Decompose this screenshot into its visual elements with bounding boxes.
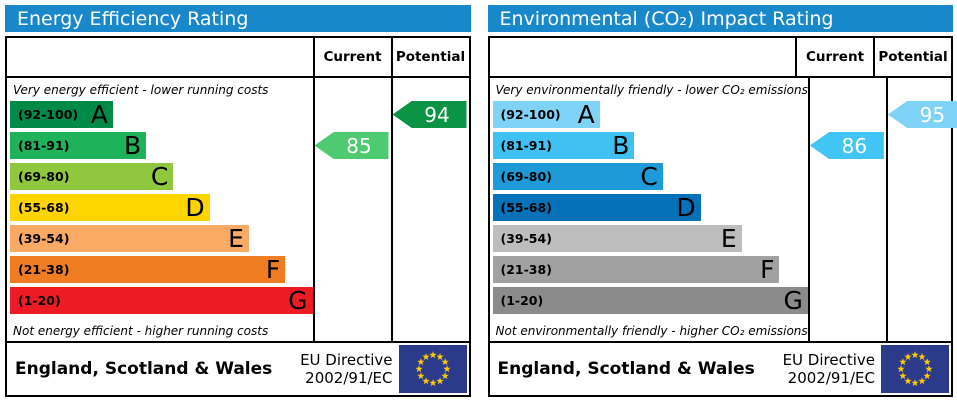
environmental-rating-body: Very environmentally friendly - lower CO… (490, 78, 957, 341)
environmental-panel-footer: England, Scotland & Wales EU Directive 2… (489, 341, 951, 395)
energy-band-letter-g: G (288, 286, 308, 315)
energy-band-bar-f: (21-38) F (10, 255, 286, 284)
environmental-band-letter-g: G (783, 286, 803, 315)
energy-top-caption: Very energy efficient - lower running co… (13, 83, 269, 97)
environmental-band-row-g: (1-20) G (490, 285, 808, 316)
energy-bottom-caption: Not energy efficient - higher running co… (13, 324, 269, 338)
environmental-band-row-a: (92-100) A (490, 99, 808, 130)
environmental-band-letter-f: F (760, 255, 775, 284)
environmental-band-bar-g: (1-20) G (492, 286, 808, 315)
energy-band-range-f: (21-38) (18, 262, 70, 277)
environmental-impact-panel: Environmental (CO₂) Impact Rating Curren… (487, 5, 957, 397)
environmental-band-bar-d: (55-68) D (492, 193, 701, 222)
energy-panel-title: Energy Efficiency Rating (17, 7, 249, 30)
energy-eu-directive-line2: 2002/91/EC (305, 369, 393, 387)
energy-band-range-b: (81-91) (18, 138, 70, 153)
environmental-current-column-divider (807, 78, 886, 341)
energy-rating-body: Very energy efficient - lower running co… (7, 78, 469, 341)
energy-band-bar-g: (1-20) G (10, 287, 313, 314)
energy-band-range-c: (69-80) (18, 169, 70, 184)
energy-columns-header: Current Potential (7, 38, 469, 78)
energy-band-letter-e: E (228, 224, 244, 253)
environmental-band-letter-c: C (640, 162, 658, 191)
energy-columns-spacer (7, 38, 313, 76)
energy-band-row-e: (39-54) E (7, 223, 313, 254)
environmental-columns-header: Current Potential (489, 38, 951, 78)
energy-band-letter-f: F (265, 255, 281, 284)
environmental-band-row-d: (55-68) D (490, 192, 808, 223)
environmental-panel-title: Environmental (CO₂) Impact Rating (499, 7, 834, 30)
environmental-band-row-c: (69-80) C (490, 161, 808, 192)
environmental-band-range-e: (39-54) (500, 231, 552, 246)
environmental-region-label: England, Scotland & Wales (497, 359, 755, 379)
environmental-band-range-d: (55-68) (500, 200, 552, 215)
environmental-band-row-f: (21-38) F (490, 254, 808, 285)
energy-band-letter-a: A (90, 100, 108, 129)
energy-band-range-a: (92-100) (18, 107, 79, 122)
environmental-eu-directive-line2: 2002/91/EC (787, 369, 875, 387)
environmental-eu-directive-label: EU Directive 2002/91/EC (783, 351, 875, 387)
environmental-top-caption: Very environmentally friendly - lower CO… (495, 83, 808, 97)
environmental-current-column-header: Current (795, 38, 873, 76)
environmental-band-bar-f: (21-38) F (492, 255, 780, 284)
environmental-band-row-b: (81-91) B (490, 130, 808, 161)
energy-eu-directive-label: EU Directive 2002/91/EC (300, 351, 392, 387)
environmental-band-range-a: (92-100) (500, 107, 561, 122)
energy-band-bar-a: (92-100) A (10, 101, 113, 128)
energy-band-row-f: (21-38) F (7, 254, 313, 285)
energy-band-row-c: (69-80) C (7, 161, 313, 192)
environmental-band-letter-e: E (720, 224, 737, 253)
environmental-panel-title-bar: Environmental (CO₂) Impact Rating (487, 5, 953, 32)
eu-flag-icon (398, 345, 467, 393)
energy-band-row-g: (1-20) G (7, 285, 313, 316)
environmental-potential-column-header: Potential (873, 38, 951, 76)
energy-band-bar-c: (69-80) C (10, 162, 174, 191)
environmental-band-range-b: (81-91) (500, 138, 552, 153)
energy-band-bar-e: (39-54) E (10, 225, 249, 252)
environmental-potential-column-divider (885, 78, 957, 341)
environmental-band-bar-b: (81-91) B (492, 131, 635, 160)
energy-band-letter-d: D (185, 193, 205, 222)
environmental-band-letter-b: B (612, 131, 630, 160)
environmental-band-letter-d: D (676, 193, 696, 222)
eu-flag-icon (881, 345, 949, 393)
energy-potential-column-header: Potential (390, 38, 469, 76)
energy-band-range-d: (55-68) (18, 200, 70, 215)
environmental-band-bar-c: (69-80) C (492, 162, 663, 191)
environmental-band-row-e: (39-54) E (490, 223, 808, 254)
environmental-band-bar-e: (39-54) E (492, 224, 742, 253)
energy-current-column-divider (312, 78, 391, 341)
environmental-band-letter-a: A (577, 100, 595, 129)
energy-potential-column-divider (390, 78, 469, 341)
energy-band-range-e: (39-54) (18, 231, 70, 246)
environmental-eu-directive-line1: EU Directive (782, 351, 875, 369)
energy-panel-footer: England, Scotland & Wales EU Directive 2… (7, 341, 469, 395)
energy-band-bar-b: (81-91) B (10, 131, 147, 160)
energy-efficiency-panel: Energy Efficiency Rating Current Potenti… (5, 5, 471, 397)
energy-eu-directive-line1: EU Directive (300, 351, 393, 369)
energy-band-range-g: (1-20) (18, 293, 61, 308)
environmental-band-range-g: (1-20) (500, 293, 544, 308)
environmental-bottom-caption: Not environmentally friendly - higher CO… (495, 324, 808, 338)
energy-band-letter-b: B (123, 131, 142, 160)
energy-band-letter-c: C (150, 162, 169, 191)
energy-band-row-d: (55-68) D (7, 192, 313, 223)
environmental-columns-spacer (490, 38, 796, 76)
environmental-band-bar-a: (92-100) A (492, 100, 600, 129)
energy-band-bar-d: (55-68) D (10, 194, 210, 221)
energy-band-row-b: (81-91) B (7, 130, 313, 161)
environmental-band-range-c: (69-80) (500, 169, 552, 184)
environmental-band-range-f: (21-38) (500, 262, 552, 277)
energy-current-column-header: Current (312, 38, 391, 76)
energy-band-row-a: (92-100) A (7, 99, 313, 130)
energy-region-label: England, Scotland & Wales (15, 359, 273, 379)
energy-rating-table: Current Potential Very energy efficient … (5, 36, 471, 397)
energy-panel-title-bar: Energy Efficiency Rating (5, 5, 471, 32)
environmental-rating-table: Current Potential Very environmentally f… (487, 36, 957, 397)
